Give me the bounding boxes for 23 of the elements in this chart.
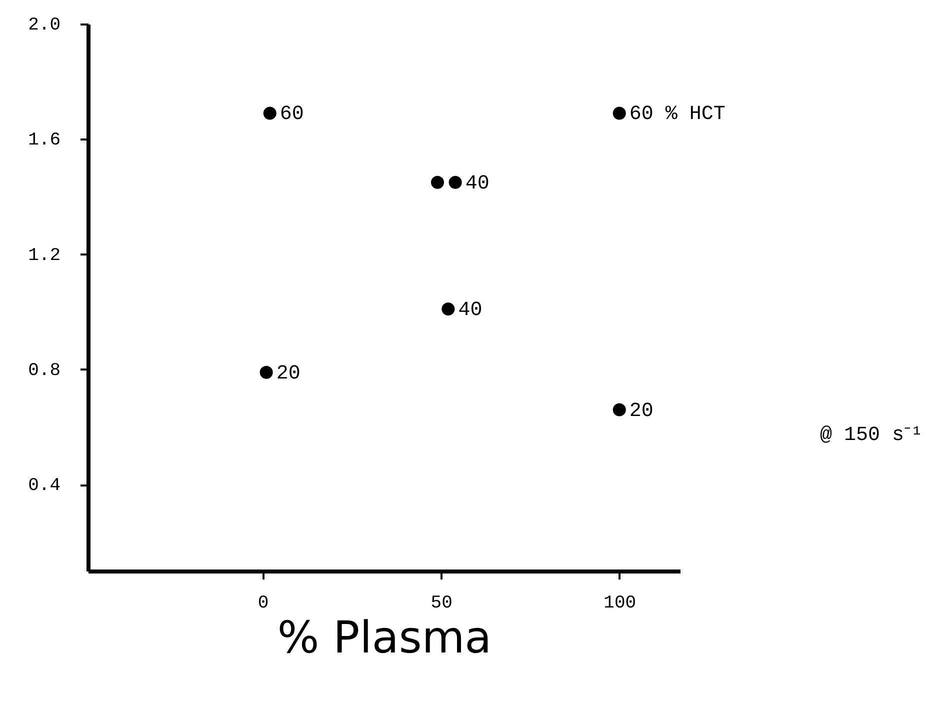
point (430, 176, 444, 189)
y-tick-label: 0.8 (28, 360, 60, 381)
text: @ 150 s⁻¹ (820, 424, 924, 447)
point (260, 366, 273, 379)
y-tick-label: 2.0 (28, 16, 60, 36)
y-tick-label: 1.2 (28, 246, 60, 266)
annotation: 60 (280, 103, 304, 126)
x-tick-label: 0 (258, 594, 269, 614)
point (442, 302, 455, 316)
point (448, 176, 462, 189)
x-axis-title: % Plasma (277, 612, 492, 664)
x-tick-label: 100 (604, 594, 636, 614)
annotation: 40 (465, 172, 490, 196)
point (612, 106, 626, 120)
annotation: 20 (276, 362, 300, 386)
y-tick-label: 1.6 (28, 130, 60, 151)
annotation: 20 (629, 400, 654, 423)
y-tick-label: 0.4 (28, 476, 60, 496)
point (612, 403, 626, 416)
x-tick-label: 50 (430, 594, 452, 614)
annotation: 40 (458, 299, 482, 322)
point (263, 106, 276, 120)
annotation: 60 % HCT (629, 103, 726, 126)
